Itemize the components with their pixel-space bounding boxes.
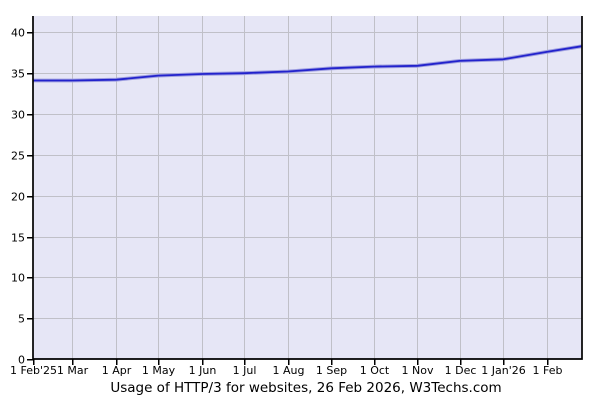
x-tick-label: 1 Feb bbox=[533, 364, 563, 377]
x-tick-label: 1 Mar bbox=[57, 364, 89, 377]
plot-background bbox=[33, 16, 582, 359]
y-tick-label: 5 bbox=[18, 313, 25, 326]
y-tick-label: 10 bbox=[11, 272, 25, 285]
x-tick-label: 1 May bbox=[142, 364, 176, 377]
x-tick-label: 1 Oct bbox=[360, 364, 390, 377]
series-line bbox=[33, 45, 583, 82]
x-tick-label: 1 Jul bbox=[233, 364, 257, 377]
x-tick-label: 1 Jun bbox=[189, 364, 217, 377]
x-tick-label: 1 Aug bbox=[273, 364, 305, 377]
y-tick-label: 30 bbox=[11, 109, 25, 122]
x-tick-label: 1 Feb'25 bbox=[10, 364, 57, 377]
y-tick-label: 25 bbox=[11, 150, 25, 163]
y-tick-label: 15 bbox=[11, 232, 25, 245]
x-tick-label: 1 Jan'26 bbox=[481, 364, 525, 377]
x-tick-label: 1 Dec bbox=[445, 364, 477, 377]
y-tick-label: 0 bbox=[18, 354, 25, 367]
y-tick-label: 35 bbox=[11, 68, 25, 81]
y-tick-label: 40 bbox=[11, 27, 25, 40]
y-tick-label: 20 bbox=[11, 191, 25, 204]
chart-title: Usage of HTTP/3 for websites, 26 Feb 202… bbox=[110, 380, 501, 396]
x-tick-label: 1 Sep bbox=[316, 364, 347, 377]
chart-layers: 0 5 10 15 20 25 30 35 40 1 Feb'25 1 Mar 1 Apr 1 May 1… bbox=[10, 16, 583, 377]
x-tick-label: 1 Nov bbox=[402, 364, 434, 377]
x-tick-label: 1 Apr bbox=[102, 364, 132, 377]
axis-border bbox=[32, 16, 583, 360]
